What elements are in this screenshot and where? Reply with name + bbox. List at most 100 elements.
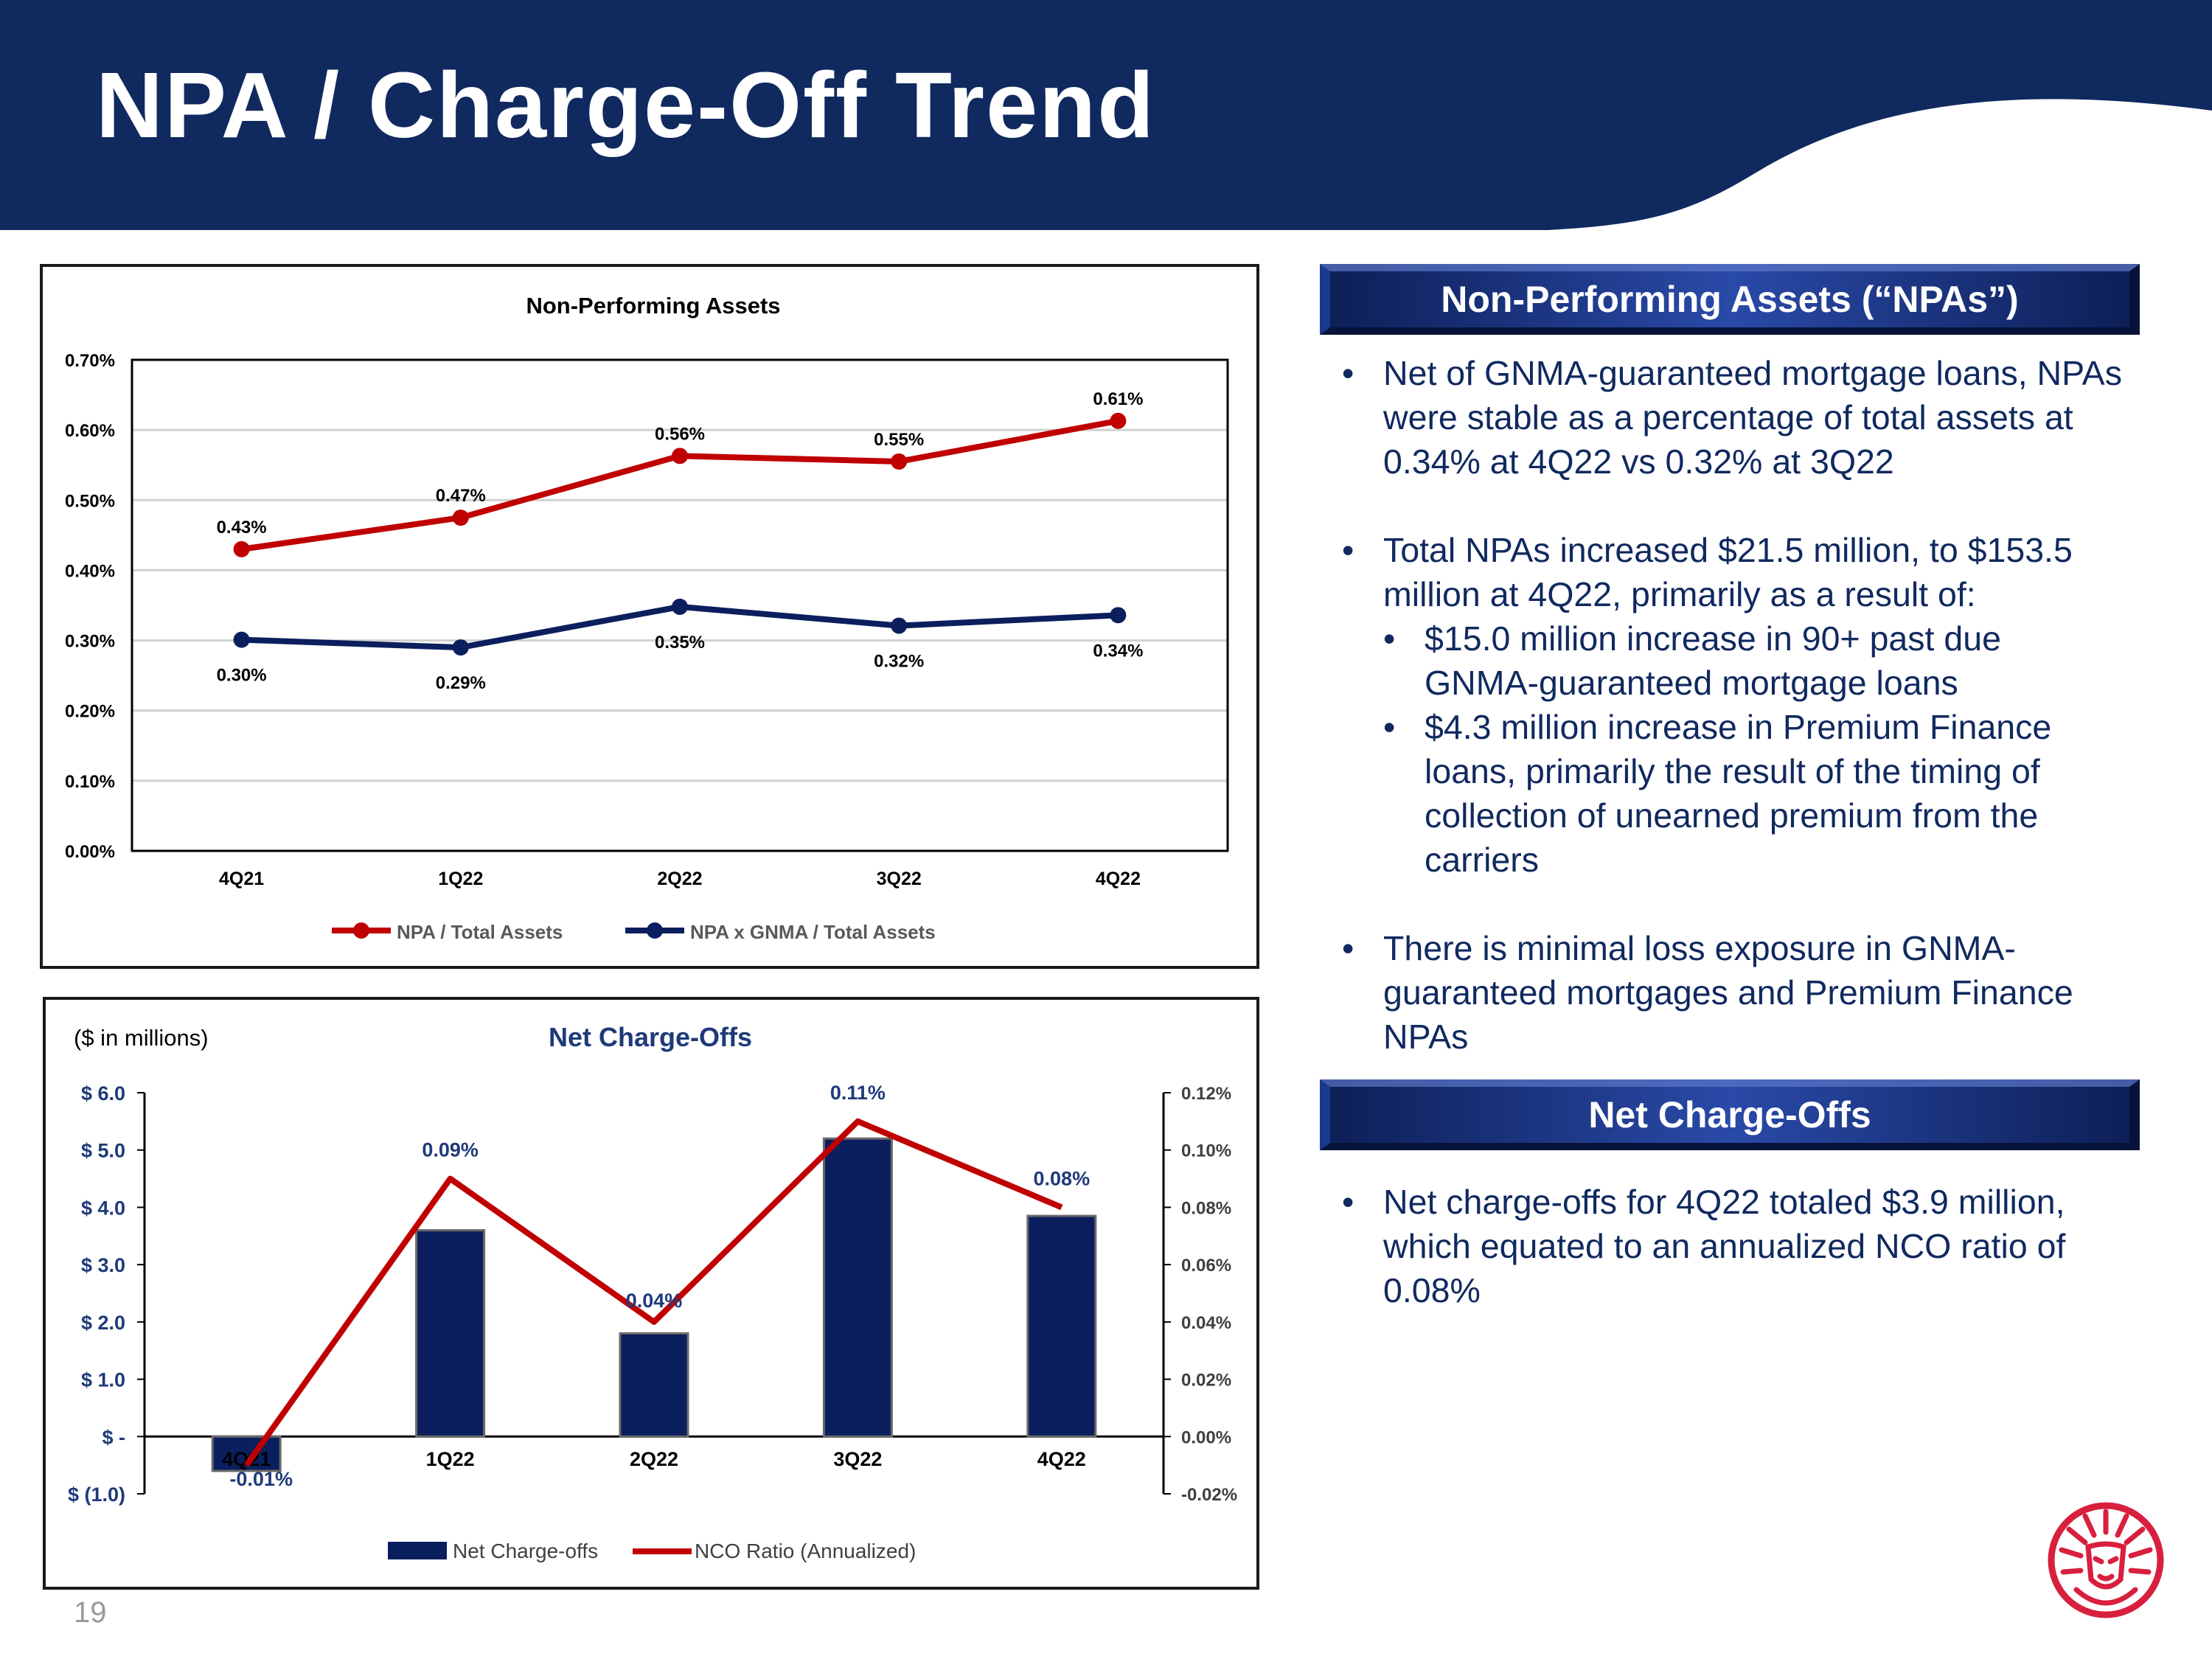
npa-bullet-2: • Total NPAs increased $21.5 million, to … [1342, 528, 2143, 616]
legend-marker-npa [353, 922, 369, 939]
npa-ytick-label: 0.20% [65, 702, 115, 722]
npa-section-title: Non-Performing Assets (“NPAs”) [1441, 279, 2019, 320]
nco-unit-note: ($ in millions) [74, 1025, 209, 1051]
npa-data-label: 0.55% [874, 430, 924, 450]
nco-chart-svg: ($ in millions) Net Charge-Offs $ (1.0) $… [68, 1022, 1237, 1562]
bullet-dot: • [1342, 1183, 1354, 1221]
npa-data-point [672, 448, 688, 465]
page-title: NPA / Charge-Off Trend [96, 53, 1156, 157]
npa-ytick-label: 0.40% [65, 561, 115, 581]
bullet-dot: • [1383, 708, 1396, 746]
nco-ratio-label: 0.08% [1034, 1167, 1091, 1189]
npa-plot-frame [131, 358, 1229, 852]
npa-data-point [1110, 412, 1127, 429]
npa-data-label: 0.56% [655, 424, 705, 444]
nco-left-tick-label: $ (1.0) [68, 1484, 125, 1506]
npa-bullet-2a-text: $15.0 million increase in 90+ past due G… [1425, 619, 2001, 702]
nco-right-tick-label: 0.10% [1181, 1141, 1231, 1161]
npa-ytick-label: 0.00% [65, 842, 115, 862]
npa-bullet-2b-text: $4.3 million increase in Premium Finance… [1425, 708, 2052, 879]
npa-ytick-label: 0.30% [65, 632, 115, 652]
npa-bullet-3-text: There is minimal loss exposure in GNMA-g… [1383, 929, 2073, 1056]
npa-section-header: Non-Performing Assets (“NPAs”) [1320, 264, 2140, 335]
bullet-dot: • [1342, 531, 1354, 569]
nco-right-tick-label: 0.06% [1181, 1256, 1231, 1276]
nco-chart-title: Net Charge-Offs [549, 1022, 752, 1052]
npa-xtick-label: 3Q22 [877, 869, 922, 889]
npa-data-label: 0.34% [1093, 641, 1143, 661]
legend-swatch-net-charge-offs [388, 1542, 447, 1559]
npa-data-label: 0.43% [217, 518, 267, 538]
bullet-dot: • [1342, 929, 1354, 967]
nco-bar [1026, 1214, 1097, 1438]
legend-label-npa-gnma: NPA x GNMA / Total Assets [690, 921, 936, 943]
npa-data-point [891, 453, 908, 470]
nco-right-tick-label: -0.02% [1181, 1485, 1237, 1505]
nco-ratio-line [243, 1118, 1063, 1467]
npa-data-label: 0.30% [217, 666, 267, 686]
npa-data-point [233, 540, 250, 557]
npa-ytick-label: 0.50% [65, 491, 115, 511]
nco-ratio-label: 0.11% [830, 1082, 886, 1104]
npa-bullet-3: • There is minimal loss exposure in GNMA-… [1342, 926, 2143, 1059]
nco-xtick-label: 4Q22 [1037, 1448, 1086, 1470]
npa-data-point [891, 617, 908, 634]
npa-chart: Non-Performing Assets 0.00% 0.10% 0.20% 0.3… [40, 264, 1259, 969]
npa-bullet-1-text: Net of GNMA-guaranteed mortgage loans, N… [1383, 354, 2122, 481]
nco-section-header: Net Charge-Offs [1320, 1079, 2140, 1150]
npa-xtick-label: 4Q21 [219, 869, 264, 889]
nco-bullet-1: • Net charge-offs for 4Q22 totaled $3.9 m… [1342, 1180, 2143, 1312]
nco-xtick-label: 3Q22 [833, 1448, 882, 1470]
npa-data-label: 0.47% [436, 486, 486, 506]
legend-label-npa: NPA / Total Assets [397, 921, 563, 943]
npa-bullet-2a: • $15.0 million increase in 90+ past due … [1383, 616, 2118, 705]
npa-xtick-label: 2Q22 [657, 869, 702, 889]
nco-bar [822, 1137, 893, 1438]
nco-section-title: Net Charge-Offs [1588, 1094, 1871, 1135]
nco-right-tick-label: 0.08% [1181, 1198, 1231, 1218]
npa-ytick-label: 0.10% [65, 772, 115, 792]
legend-marker-npa-gnma [647, 922, 663, 939]
npa-data-point [1110, 607, 1127, 624]
npa-data-label: 0.61% [1093, 389, 1143, 409]
page-number: 19 [74, 1596, 107, 1629]
nco-ratio-label: 0.04% [626, 1290, 683, 1312]
npa-data-point [672, 598, 688, 615]
banner-shape [0, 0, 2212, 230]
nco-left-tick-label: $ 2.0 [81, 1312, 125, 1334]
nco-left-tick-label: $ 3.0 [81, 1254, 125, 1276]
npa-data-point [452, 509, 469, 526]
nco-xtick-label: 1Q22 [426, 1448, 475, 1470]
nco-right-tick-label: 0.00% [1181, 1427, 1231, 1447]
nco-right-tick-label: 0.12% [1181, 1084, 1231, 1104]
npa-data-label: 0.29% [436, 673, 486, 693]
nco-xtick-label: 2Q22 [630, 1448, 678, 1470]
nco-bullet-1-text: Net charge-offs for 4Q22 totaled $3.9 mi… [1383, 1183, 2066, 1310]
npa-chart-svg: Non-Performing Assets 0.00% 0.10% 0.20% 0.3… [65, 293, 1229, 943]
nco-right-tick-label: 0.04% [1181, 1313, 1231, 1333]
nco-bar [619, 1332, 689, 1438]
npa-ytick-label: 0.70% [65, 351, 115, 371]
npa-data-label: 0.32% [874, 652, 924, 672]
legend-label-nco-ratio: NCO Ratio (Annualized) [695, 1540, 916, 1562]
nco-left-tick-label: $ 1.0 [81, 1369, 125, 1391]
npa-data-point [233, 631, 250, 648]
nco-chart: ($ in millions) Net Charge-Offs $ (1.0) $… [43, 997, 1259, 1590]
npa-bullet-2-text: Total NPAs increased $21.5 million, to $… [1383, 531, 2073, 613]
nco-right-tick-label: 0.02% [1181, 1371, 1231, 1391]
nco-xtick-label: 4Q21 [222, 1448, 271, 1470]
nco-left-tick-label: $ 6.0 [81, 1082, 125, 1105]
bullet-dot: • [1383, 619, 1396, 658]
npa-data-label: 0.35% [655, 633, 705, 653]
npa-bullet-2b: • $4.3 million increase in Premium Financ… [1383, 705, 2118, 882]
npa-data-point [452, 639, 469, 656]
npa-ytick-label: 0.60% [65, 421, 115, 441]
legend-label-net-charge-offs: Net Charge-offs [453, 1540, 598, 1562]
nco-left-tick-label: $ 4.0 [81, 1197, 125, 1219]
lion-logo-icon [2048, 1502, 2164, 1618]
nco-left-tick-label: $ - [102, 1426, 125, 1448]
npa-bullet-1: • Net of GNMA-guaranteed mortgage loans, … [1342, 351, 2143, 484]
npa-xtick-label: 1Q22 [438, 869, 483, 889]
bullet-dot: • [1342, 354, 1354, 392]
nco-ratio-label: 0.09% [422, 1139, 479, 1161]
